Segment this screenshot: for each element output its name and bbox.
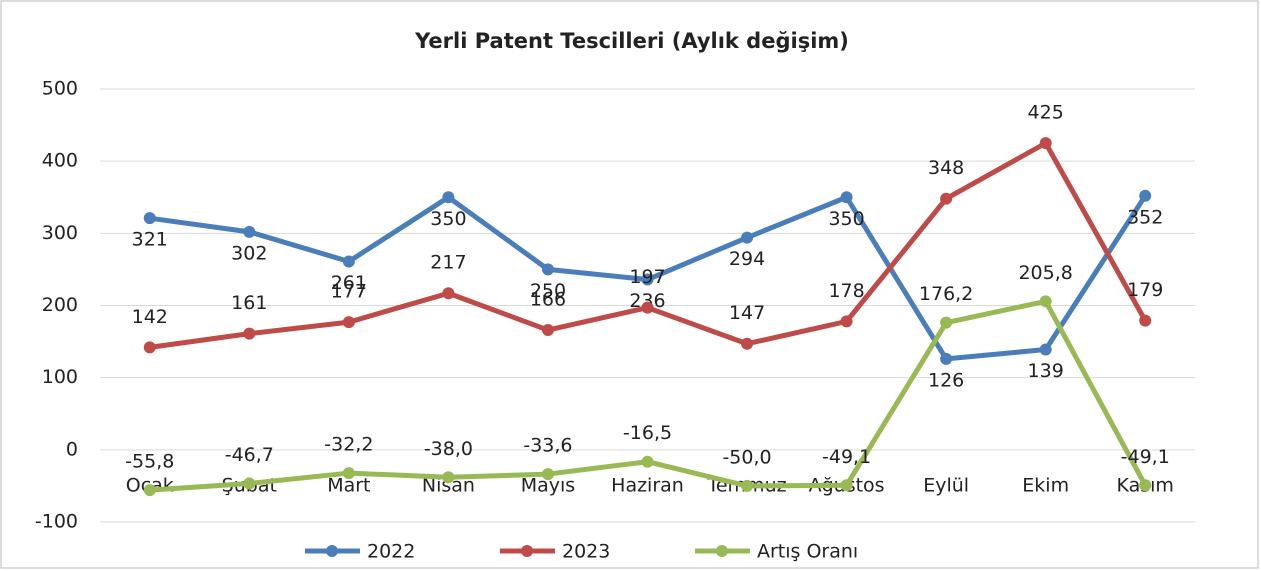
- data-point: [1039, 343, 1052, 356]
- data-label: -32,2: [324, 434, 373, 456]
- legend-label: 2023: [562, 541, 610, 563]
- data-point: [641, 273, 654, 286]
- data-label: -50,0: [722, 446, 771, 468]
- data-point: [1039, 137, 1052, 150]
- chart-title: Yerli Patent Tescilleri (Aylık değişim): [414, 29, 849, 53]
- data-label: 177: [331, 281, 367, 303]
- data-label: -55,8: [125, 451, 174, 473]
- data-point: [442, 287, 455, 300]
- data-point: [940, 352, 953, 365]
- legend-label: 2022: [367, 541, 415, 563]
- data-point: [243, 225, 256, 238]
- y-tick-label: 200: [42, 294, 78, 316]
- data-label: 352: [1127, 206, 1163, 228]
- x-tick-label: Mayıs: [521, 474, 575, 496]
- y-tick-label: 500: [42, 78, 78, 100]
- data-label: 142: [132, 306, 168, 328]
- data-label: -49,1: [1121, 446, 1170, 468]
- data-point: [940, 316, 953, 329]
- data-point: [541, 324, 554, 337]
- data-point: [1139, 479, 1152, 492]
- data-label: 350: [430, 208, 466, 230]
- data-label: 179: [1127, 279, 1163, 301]
- y-tick-label: 400: [42, 150, 78, 172]
- data-point: [741, 479, 754, 492]
- data-point: [940, 192, 953, 205]
- legend-marker: [521, 545, 533, 557]
- x-tick-label: Nisan: [422, 474, 475, 496]
- data-point: [243, 477, 256, 490]
- legend-marker: [326, 545, 338, 557]
- data-label: 321: [132, 229, 168, 251]
- data-label: 147: [729, 302, 765, 324]
- data-point: [143, 484, 156, 497]
- data-label: 350: [828, 208, 864, 230]
- data-point: [641, 455, 654, 468]
- data-point: [541, 263, 554, 276]
- data-label: 166: [530, 289, 566, 311]
- legend-marker: [716, 545, 728, 557]
- data-point: [143, 212, 156, 225]
- y-tick-label: 100: [42, 366, 78, 388]
- data-label: -38,0: [424, 438, 473, 460]
- data-label: 178: [828, 280, 864, 302]
- data-label: 126: [928, 369, 964, 391]
- data-label: 261: [331, 272, 367, 294]
- data-label: 348: [928, 157, 964, 179]
- data-label: 425: [1028, 102, 1064, 124]
- data-point: [541, 468, 554, 481]
- data-point: [741, 337, 754, 350]
- data-point: [840, 479, 853, 492]
- data-label: 217: [430, 252, 466, 274]
- data-point: [641, 301, 654, 314]
- data-point: [840, 191, 853, 204]
- data-point: [243, 327, 256, 340]
- data-point: [1139, 314, 1152, 327]
- data-label: 302: [231, 242, 267, 264]
- data-point: [442, 471, 455, 484]
- data-label: -49,1: [822, 446, 871, 468]
- data-label: 236: [629, 290, 665, 312]
- data-label: -16,5: [623, 422, 672, 444]
- data-point: [342, 255, 355, 268]
- data-label: 139: [1028, 360, 1064, 382]
- x-tick-label: Mart: [327, 474, 370, 496]
- data-point: [840, 315, 853, 328]
- data-point: [342, 316, 355, 329]
- data-label: -46,7: [225, 444, 274, 466]
- data-point: [1139, 189, 1152, 202]
- data-label: 176,2: [919, 283, 973, 305]
- data-point: [442, 191, 455, 204]
- data-label: 294: [729, 248, 765, 270]
- y-tick-label: 300: [42, 222, 78, 244]
- data-point: [1039, 295, 1052, 308]
- x-tick-label: Haziran: [611, 474, 684, 496]
- data-label: 197: [629, 266, 665, 288]
- data-label: -33,6: [523, 435, 572, 457]
- y-tick-label: -100: [35, 511, 78, 533]
- data-point: [342, 467, 355, 480]
- y-tick-label: 0: [66, 438, 78, 460]
- data-label: 250: [530, 280, 566, 302]
- data-point: [143, 341, 156, 354]
- data-label: 205,8: [1018, 262, 1072, 284]
- x-tick-label: Eylül: [923, 474, 969, 496]
- data-point: [741, 231, 754, 244]
- data-label: 161: [231, 292, 267, 314]
- legend-label: Artış Oranı: [757, 541, 858, 563]
- x-tick-label: Ekim: [1022, 474, 1069, 496]
